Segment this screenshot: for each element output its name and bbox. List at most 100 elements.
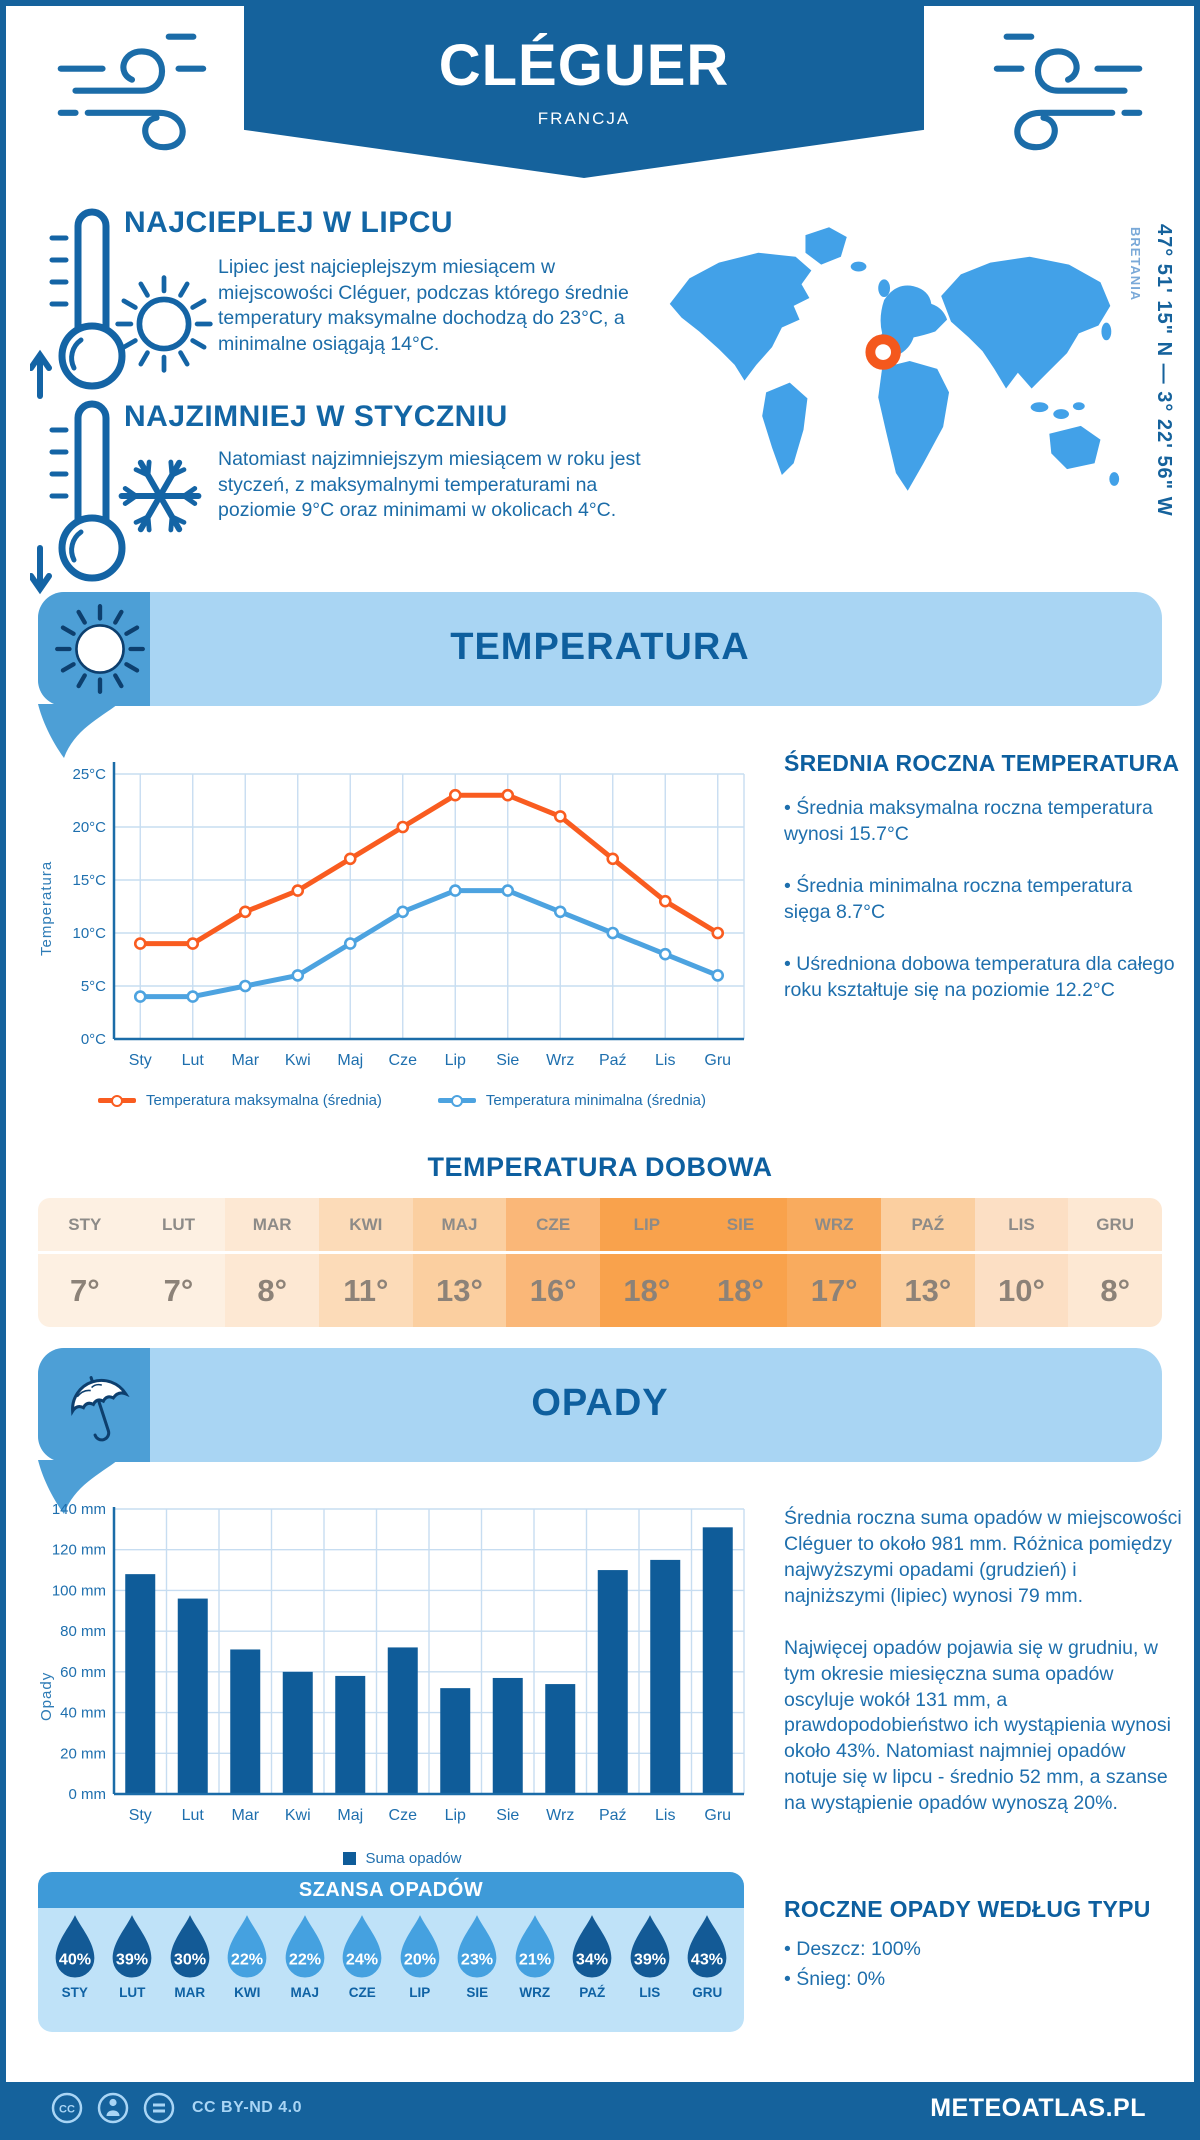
svg-text:Maj: Maj [337,1807,363,1824]
daily-temp-value: 11° [318,1254,413,1327]
snowflake-icon [118,459,202,533]
daily-temperature-table: STY LUT MAR KWI MAJ CZE LIP SIE WRZ PAŹ LIS GRU 7° 7°… [38,1198,1162,1327]
legend-line-swatch [437,1094,476,1107]
svg-text:Kwi: Kwi [285,1807,311,1824]
svg-text:20%: 20% [404,1951,436,1969]
region-label: BRETANIA [1128,227,1143,302]
svg-text:22%: 22% [289,1951,321,1969]
temperature-banner: TEMPERATURA [38,592,1162,706]
svg-text:Mar: Mar [231,1052,259,1069]
rain-chance-drop: 22% MAJ [276,1913,334,2000]
coldest-text: Natomiast najzimniejszym miesiącem w rok… [218,448,641,522]
svg-text:Cze: Cze [389,1052,418,1069]
coordinates-label: 47° 51' 15" N — 3° 22' 56" W [1153,224,1175,517]
wind-icon [993,33,1143,151]
svg-text:Paź: Paź [599,1807,627,1824]
svg-text:Sie: Sie [496,1052,519,1069]
temperature-chart-legend: Temperatura maksymalna (średnia) Temperat… [52,1092,752,1109]
rain-chance-month: MAJ [290,1985,319,2000]
daily-month-header: WRZ [787,1198,881,1254]
rain-chance-panel: SZANSA OPADÓW 40% STY 39% LUT 30% MAR 22% KWI 22… [38,1872,744,2032]
thermometer-up-icon [30,208,126,399]
svg-text:Sty: Sty [129,1807,152,1824]
rain-chance-month: LIS [639,1985,661,2000]
precipitation-paragraph: Najwięcej opadów pojawia się w grudniu, … [784,1636,1171,1815]
rain-chance-month: SIE [466,1985,489,2000]
svg-text:Lis: Lis [655,1807,675,1824]
svg-text:60 mm: 60 mm [60,1664,106,1681]
rain-chance-drop: 23% SIE [449,1913,507,2000]
droplet-icon: 39% [112,1915,152,1978]
precip-type-bullet: • Śnieg: 0% [784,1968,886,1991]
svg-text:Lip: Lip [445,1807,466,1824]
svg-text:80 mm: 80 mm [60,1623,106,1640]
svg-text:21%: 21% [519,1951,551,1969]
svg-text:140 mm: 140 mm [52,1501,106,1518]
annual-temp-title: ŚREDNIA ROCZNA TEMPERATURA [784,750,1180,776]
droplet-icon: 20% [400,1915,440,1978]
annual-temp-bullet: • Średnia maksymalna roczna temperatura … [784,797,1153,845]
droplet-icon: 22% [227,1915,267,1978]
rain-chance-drop: 30% MAR [161,1913,219,2000]
rain-chance-month: KWI [234,1985,261,2000]
rain-chance-drop: 22% KWI [219,1913,277,2000]
precipitation-paragraphs: Średnia roczna suma opadów w miejscowośc… [784,1506,1182,1843]
daily-month-header: MAR [225,1198,319,1254]
daily-temp-value: 17° [787,1254,881,1327]
brand-label: METEOATLAS.PL [930,2093,1146,2122]
svg-text:100 mm: 100 mm [52,1582,106,1599]
droplet-icon: 30% [170,1915,210,1978]
daily-month-header: STY [38,1198,132,1254]
annual-temp-bullet: • Średnia minimalna roczna temperatura s… [784,874,1133,923]
legend-label: Suma opadów [365,1850,462,1867]
daily-temp-value: 10° [974,1254,1069,1327]
svg-text:Maj: Maj [337,1052,363,1069]
daily-temp-value: 18° [693,1254,788,1327]
svg-text:24%: 24% [346,1951,378,1969]
rain-chance-month: LUT [119,1985,146,2000]
daily-month-header: SIE [693,1198,788,1254]
svg-text:Gru: Gru [704,1807,731,1824]
legend-item: Temperatura minimalna (średnia) [437,1092,706,1109]
svg-text:Lut: Lut [182,1807,205,1824]
daily-temp-value: 13° [412,1254,507,1327]
svg-text:15°C: 15°C [72,872,106,889]
svg-text:Sty: Sty [129,1052,152,1069]
precipitation-banner-title: OPADY [531,1381,669,1424]
warmest-title: NAJCIEPLEJ W LIPCU [124,206,454,239]
svg-text:40%: 40% [59,1951,91,1969]
daily-temp-value: 16° [506,1254,600,1327]
svg-text:5°C: 5°C [81,978,106,995]
banner-tail [38,1460,118,1514]
daily-month-header: LUT [131,1198,226,1254]
daily-temp-value: 8° [1068,1254,1162,1327]
legend-marker-dot [110,1094,123,1107]
svg-text:CC: CC [59,2104,75,2116]
droplet-icon: 21% [515,1915,555,1978]
legend-label: Temperatura minimalna (średnia) [485,1092,706,1109]
page-title: CLÉGUER [438,33,730,98]
annual-temp-bullet: • Uśredniona dobowa temperatura dla całe… [784,952,1175,1001]
rain-chance-month: LIP [409,1985,431,2000]
daily-temp-value: 7° [131,1254,226,1327]
sun-icon [115,275,213,373]
rain-chance-drops: 40% STY 39% LUT 30% MAR 22% KWI 22% MAJ 24% CZE 20% L… [38,1908,744,2000]
rain-chance-month: PAŹ [579,1985,606,2000]
temperature-chart: 0°C 5°C 10°C 15°C 20°C 25°C Sty Lut Mar Kwi Maj Cze… [72,762,745,1069]
umbrella-icon [71,1376,130,1442]
svg-text:20 mm: 20 mm [60,1745,106,1762]
svg-text:0°C: 0°C [81,1031,106,1048]
cc-icon: CC [51,2092,83,2124]
svg-text:39%: 39% [634,1951,666,1969]
svg-text:Wrz: Wrz [546,1807,574,1824]
droplet-icon: 40% [55,1915,95,1978]
rain-chance-title: SZANSA OPADÓW [38,1872,744,1908]
legend-item: Temperatura maksymalna (średnia) [97,1092,382,1109]
rain-chance-month: MAR [174,1985,206,2000]
rain-chance-drop: 24% CZE [334,1913,392,2000]
cc-license-icons: CC [50,2091,176,2125]
droplet-icon: 24% [342,1915,382,1978]
svg-text:43%: 43% [691,1951,723,1969]
daily-month-header: MAJ [412,1198,507,1254]
rain-chance-drop: 21% WRZ [506,1913,564,2000]
